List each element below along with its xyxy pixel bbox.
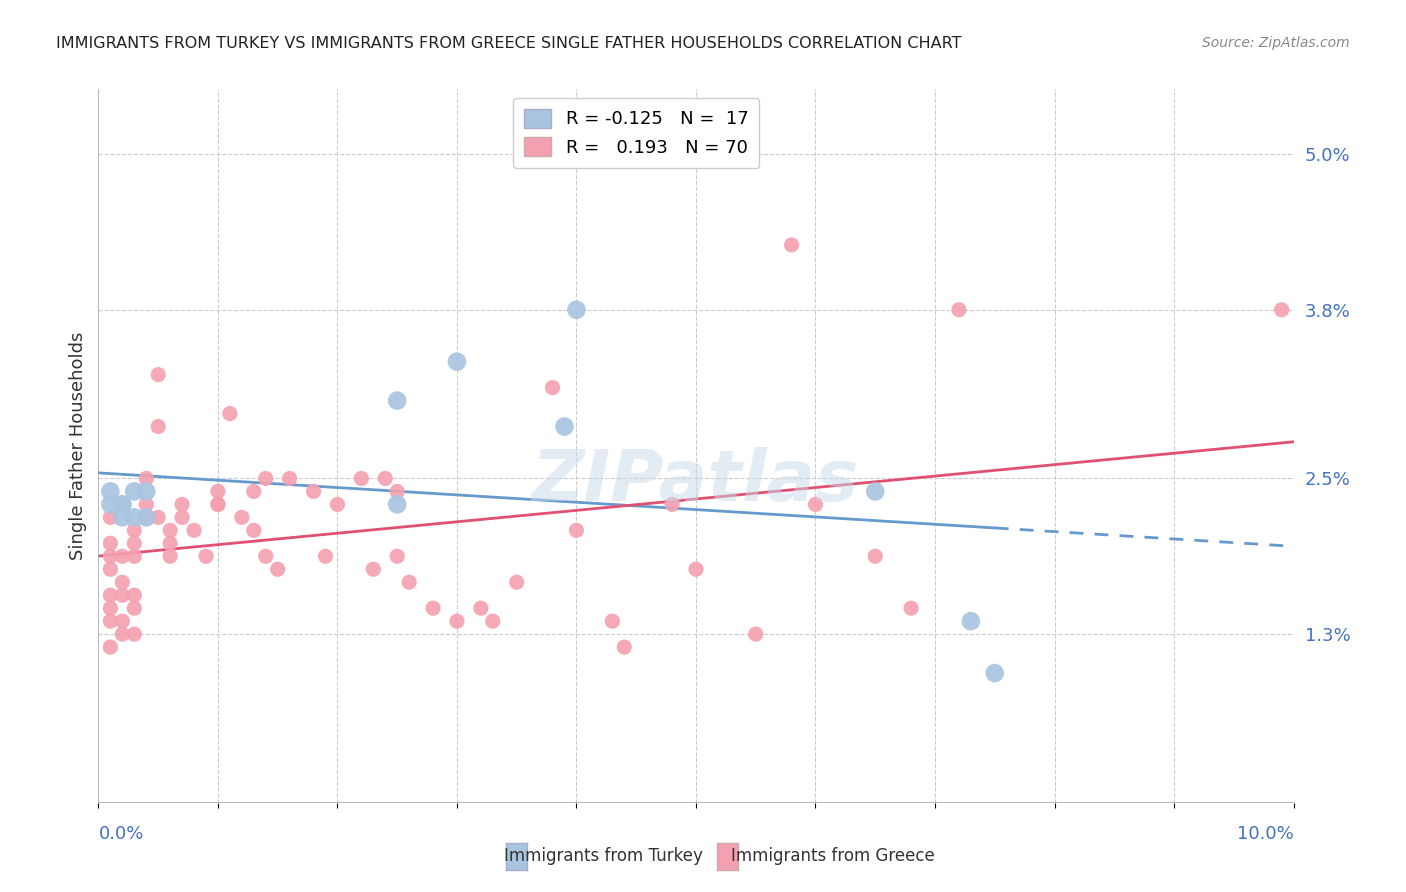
Point (350, 471, 373, 485)
Point (111, 627, 134, 641)
Point (124, 510, 146, 524)
Point (111, 588, 134, 602)
Point (385, 484, 409, 499)
Point (422, 601, 444, 615)
Point (398, 575, 420, 590)
Point (135, 510, 157, 524)
Point (159, 536, 181, 550)
Point (326, 497, 349, 511)
Point (541, 381, 564, 395)
Point (363, 562, 385, 576)
Text: 10.0%: 10.0% (1237, 825, 1294, 843)
Point (111, 549, 134, 564)
Point (254, 549, 277, 564)
Point (661, 497, 683, 511)
Point (183, 524, 205, 538)
Point (111, 614, 134, 628)
Point (613, 640, 636, 654)
Point (385, 497, 409, 511)
Point (565, 302, 588, 317)
Point (374, 471, 396, 485)
Point (254, 471, 277, 485)
Point (207, 497, 229, 511)
Text: Immigrants from Turkey: Immigrants from Turkey (505, 847, 703, 865)
Point (745, 627, 768, 641)
Point (278, 471, 301, 485)
Point (207, 484, 229, 499)
Point (243, 484, 266, 499)
Point (135, 510, 157, 524)
Point (124, 549, 146, 564)
Text: ZIPatlas: ZIPatlas (533, 447, 859, 516)
Point (506, 575, 529, 590)
Legend: R = -0.125   N =  17, R =   0.193   N = 70: R = -0.125 N = 17, R = 0.193 N = 70 (513, 98, 759, 168)
Point (315, 549, 337, 564)
Point (984, 666, 1007, 681)
Point (124, 627, 146, 641)
Point (111, 497, 134, 511)
Point (900, 601, 922, 615)
Point (602, 614, 624, 628)
Point (302, 484, 325, 499)
Text: IMMIGRANTS FROM TURKEY VS IMMIGRANTS FROM GREECE SINGLE FATHER HOUSEHOLDS CORREL: IMMIGRANTS FROM TURKEY VS IMMIGRANTS FRO… (56, 36, 962, 51)
Point (554, 419, 576, 434)
Point (172, 497, 194, 511)
Point (100, 510, 122, 524)
Point (804, 497, 827, 511)
Point (100, 588, 122, 602)
Point (865, 549, 887, 564)
Text: Source: ZipAtlas.com: Source: ZipAtlas.com (1202, 36, 1350, 50)
Point (135, 471, 157, 485)
Point (100, 640, 122, 654)
Y-axis label: Single Father Households: Single Father Households (69, 332, 87, 560)
Point (446, 614, 468, 628)
Point (470, 601, 492, 615)
Point (780, 238, 803, 252)
Point (100, 562, 122, 576)
Point (124, 588, 146, 602)
Point (481, 614, 505, 628)
Point (1271, 302, 1294, 317)
Point (172, 510, 194, 524)
Point (100, 484, 122, 499)
Point (111, 510, 134, 524)
Point (565, 524, 588, 538)
Point (195, 549, 218, 564)
Point (207, 497, 229, 511)
Point (219, 407, 242, 421)
Point (100, 601, 122, 615)
Point (100, 549, 122, 564)
Point (159, 524, 181, 538)
Point (124, 524, 146, 538)
Text: 0.0%: 0.0% (98, 825, 143, 843)
Point (960, 614, 983, 628)
Point (385, 549, 409, 564)
Point (865, 484, 887, 499)
Point (148, 419, 170, 434)
Point (385, 393, 409, 408)
Point (111, 497, 134, 511)
Text: Immigrants from Greece: Immigrants from Greece (731, 847, 935, 865)
Point (100, 614, 122, 628)
Point (135, 484, 157, 499)
Point (148, 510, 170, 524)
Point (124, 536, 146, 550)
Point (159, 549, 181, 564)
Point (148, 368, 170, 382)
Point (100, 536, 122, 550)
Point (111, 575, 134, 590)
Point (231, 510, 253, 524)
Point (124, 601, 146, 615)
Point (948, 302, 970, 317)
Point (135, 497, 157, 511)
Point (124, 484, 146, 499)
Point (685, 562, 707, 576)
Point (446, 354, 468, 368)
Point (100, 497, 122, 511)
Point (243, 524, 266, 538)
Point (267, 562, 290, 576)
